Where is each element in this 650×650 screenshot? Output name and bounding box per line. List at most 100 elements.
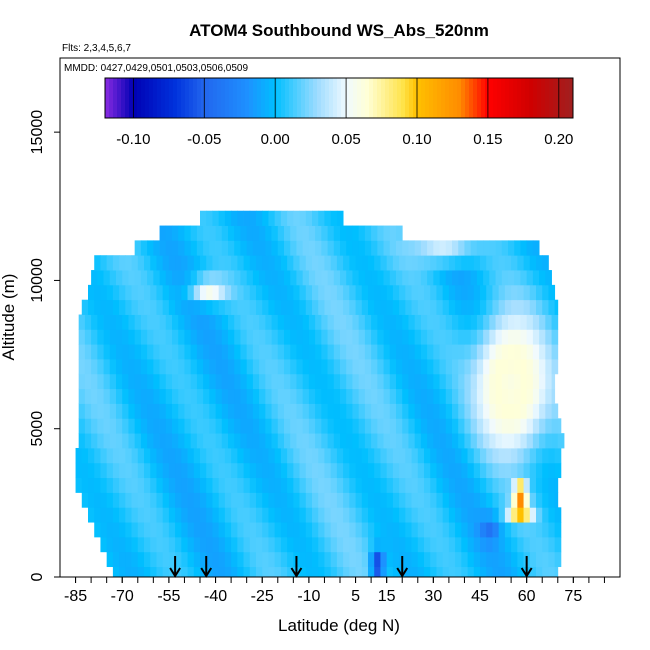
heatmap-cell bbox=[461, 462, 468, 479]
heatmap-cell bbox=[333, 344, 341, 360]
heatmap-cell bbox=[246, 270, 254, 286]
heatmap-cell bbox=[308, 270, 316, 286]
heatmap-cell bbox=[308, 240, 316, 256]
heatmap-cell bbox=[327, 418, 335, 434]
heatmap-cell bbox=[103, 388, 111, 404]
heatmap-cell bbox=[268, 284, 276, 301]
heatmap-cell bbox=[122, 329, 129, 345]
heatmap-cell bbox=[103, 270, 111, 286]
heatmap-cell bbox=[271, 433, 279, 449]
heatmap-cell bbox=[91, 344, 98, 360]
heatmap-cell bbox=[405, 284, 412, 301]
heatmap-cell bbox=[442, 536, 450, 553]
heatmap-cell bbox=[84, 388, 92, 404]
heatmap-cell bbox=[318, 507, 325, 523]
heatmap-cell bbox=[122, 344, 129, 360]
colorbar-swatch bbox=[545, 78, 550, 118]
heatmap-cell bbox=[399, 255, 406, 271]
heatmap-cell bbox=[361, 447, 369, 464]
heatmap-cell bbox=[234, 373, 241, 390]
heatmap-cell bbox=[296, 314, 304, 330]
heatmap-cell bbox=[377, 225, 384, 241]
heatmap-cell bbox=[116, 359, 123, 375]
heatmap-cell bbox=[221, 344, 229, 360]
heatmap-cell bbox=[508, 314, 515, 330]
heatmap-cell bbox=[358, 433, 366, 449]
heatmap-cell bbox=[517, 522, 524, 538]
heatmap-cell bbox=[181, 284, 188, 301]
heatmap-cell bbox=[480, 477, 487, 493]
heatmap-cell bbox=[284, 388, 291, 404]
heatmap-cell bbox=[340, 225, 347, 241]
heatmap-cell bbox=[156, 522, 164, 538]
heatmap-cell bbox=[495, 270, 503, 286]
heatmap-cell bbox=[448, 507, 456, 523]
heatmap-cell bbox=[511, 492, 518, 508]
heatmap-cell bbox=[259, 225, 266, 241]
heatmap-cell bbox=[448, 299, 456, 315]
heatmap-cell bbox=[523, 522, 531, 538]
heatmap-cell bbox=[473, 551, 481, 568]
heatmap-cell bbox=[536, 462, 543, 479]
heatmap-cell bbox=[374, 522, 381, 538]
heatmap-cell bbox=[277, 344, 285, 360]
x-axis-tick-label: -70 bbox=[111, 588, 134, 605]
heatmap-cell bbox=[504, 507, 512, 523]
colorbar-swatch bbox=[369, 78, 374, 118]
heatmap-cell bbox=[137, 255, 145, 271]
heatmap-cell bbox=[526, 403, 534, 419]
heatmap-cell bbox=[498, 462, 506, 479]
colorbar-swatch bbox=[205, 78, 210, 118]
heatmap-cell bbox=[215, 270, 223, 286]
heatmap-cell bbox=[380, 299, 388, 315]
heatmap-cell bbox=[458, 418, 465, 434]
heatmap-cell bbox=[128, 329, 136, 345]
heatmap-cell bbox=[287, 477, 294, 493]
heatmap-cell bbox=[268, 507, 276, 523]
heatmap-cell bbox=[116, 314, 123, 330]
heatmap-cell bbox=[228, 373, 235, 390]
heatmap-cell bbox=[551, 403, 559, 419]
heatmap-cell bbox=[131, 566, 139, 578]
colorbar-swatch bbox=[521, 78, 526, 118]
heatmap-cell bbox=[455, 299, 462, 315]
heatmap-cell bbox=[243, 299, 251, 315]
heatmap-cell bbox=[144, 507, 151, 523]
heatmap-cell bbox=[181, 551, 188, 568]
heatmap-cell bbox=[165, 344, 173, 360]
heatmap-cell bbox=[371, 240, 378, 256]
heatmap-cell bbox=[119, 492, 126, 508]
heatmap-cell bbox=[498, 522, 506, 538]
heatmap-cell bbox=[340, 373, 347, 390]
heatmap-cell bbox=[122, 270, 129, 286]
heatmap-cell bbox=[523, 462, 531, 479]
heatmap-cell bbox=[324, 299, 332, 315]
heatmap-cell bbox=[445, 240, 453, 256]
colorbar-swatch bbox=[485, 78, 490, 118]
heatmap-cell bbox=[529, 477, 537, 493]
heatmap-cell bbox=[517, 566, 524, 578]
heatmap-cell bbox=[324, 566, 332, 578]
heatmap-cell bbox=[464, 329, 472, 345]
heatmap-cell bbox=[144, 566, 151, 578]
heatmap-cell bbox=[262, 299, 269, 315]
heatmap-cell bbox=[137, 551, 145, 568]
heatmap-cell bbox=[172, 418, 179, 434]
heatmap-cell bbox=[340, 270, 347, 286]
heatmap-cell bbox=[480, 284, 487, 301]
heatmap-cell bbox=[333, 329, 341, 345]
heatmap-cell bbox=[501, 240, 509, 256]
heatmap-cell bbox=[333, 270, 341, 286]
heatmap-cell bbox=[461, 566, 468, 578]
heatmap-cell bbox=[402, 359, 409, 375]
heatmap-cell bbox=[377, 240, 384, 256]
heatmap-cell bbox=[290, 388, 297, 404]
heatmap-cell bbox=[455, 447, 462, 464]
heatmap-cell bbox=[392, 284, 400, 301]
colorbar-swatch bbox=[225, 78, 230, 118]
heatmap-cell bbox=[100, 447, 108, 464]
heatmap-cell bbox=[442, 551, 450, 568]
heatmap-cell bbox=[536, 299, 543, 315]
heatmap-cell bbox=[280, 255, 288, 271]
colorbar-swatch bbox=[565, 78, 570, 118]
